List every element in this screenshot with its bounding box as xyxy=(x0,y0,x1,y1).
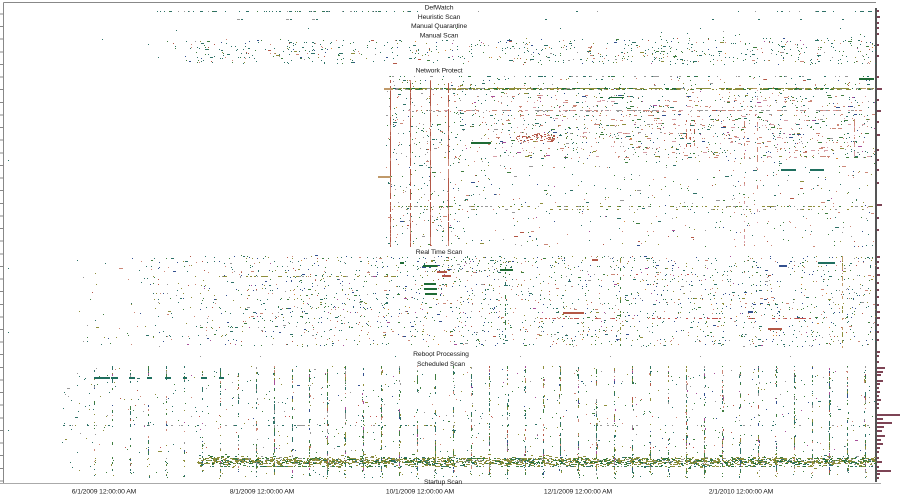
svg-text:12/1/2009 12:00:00 AM: 12/1/2009 12:00:00 AM xyxy=(544,489,613,496)
svg-text:DefWatch: DefWatch xyxy=(425,5,454,12)
svg-text:Scheduled Scan: Scheduled Scan xyxy=(417,361,465,368)
svg-text:6/1/2009 12:00:00 AM: 6/1/2009 12:00:00 AM xyxy=(72,489,137,496)
svg-text:10/1/2009 12:00:00 AM: 10/1/2009 12:00:00 AM xyxy=(386,489,455,496)
svg-text:Manual Scan: Manual Scan xyxy=(420,32,459,39)
svg-text:8/1/2009 12:00:00 AM: 8/1/2009 12:00:00 AM xyxy=(230,489,295,496)
svg-text:Reboot Processing: Reboot Processing xyxy=(413,351,469,358)
svg-text:Heuristic Scan: Heuristic Scan xyxy=(418,14,461,21)
svg-text:2/1/2010 12:00:00 AM: 2/1/2010 12:00:00 AM xyxy=(709,489,774,496)
svg-text:Startup Scan: Startup Scan xyxy=(424,479,462,486)
svg-text:Manual Quarantine: Manual Quarantine xyxy=(411,23,467,30)
svg-text:Real Time Scan: Real Time Scan xyxy=(416,249,463,256)
svg-text:Network Protect: Network Protect xyxy=(416,68,463,75)
